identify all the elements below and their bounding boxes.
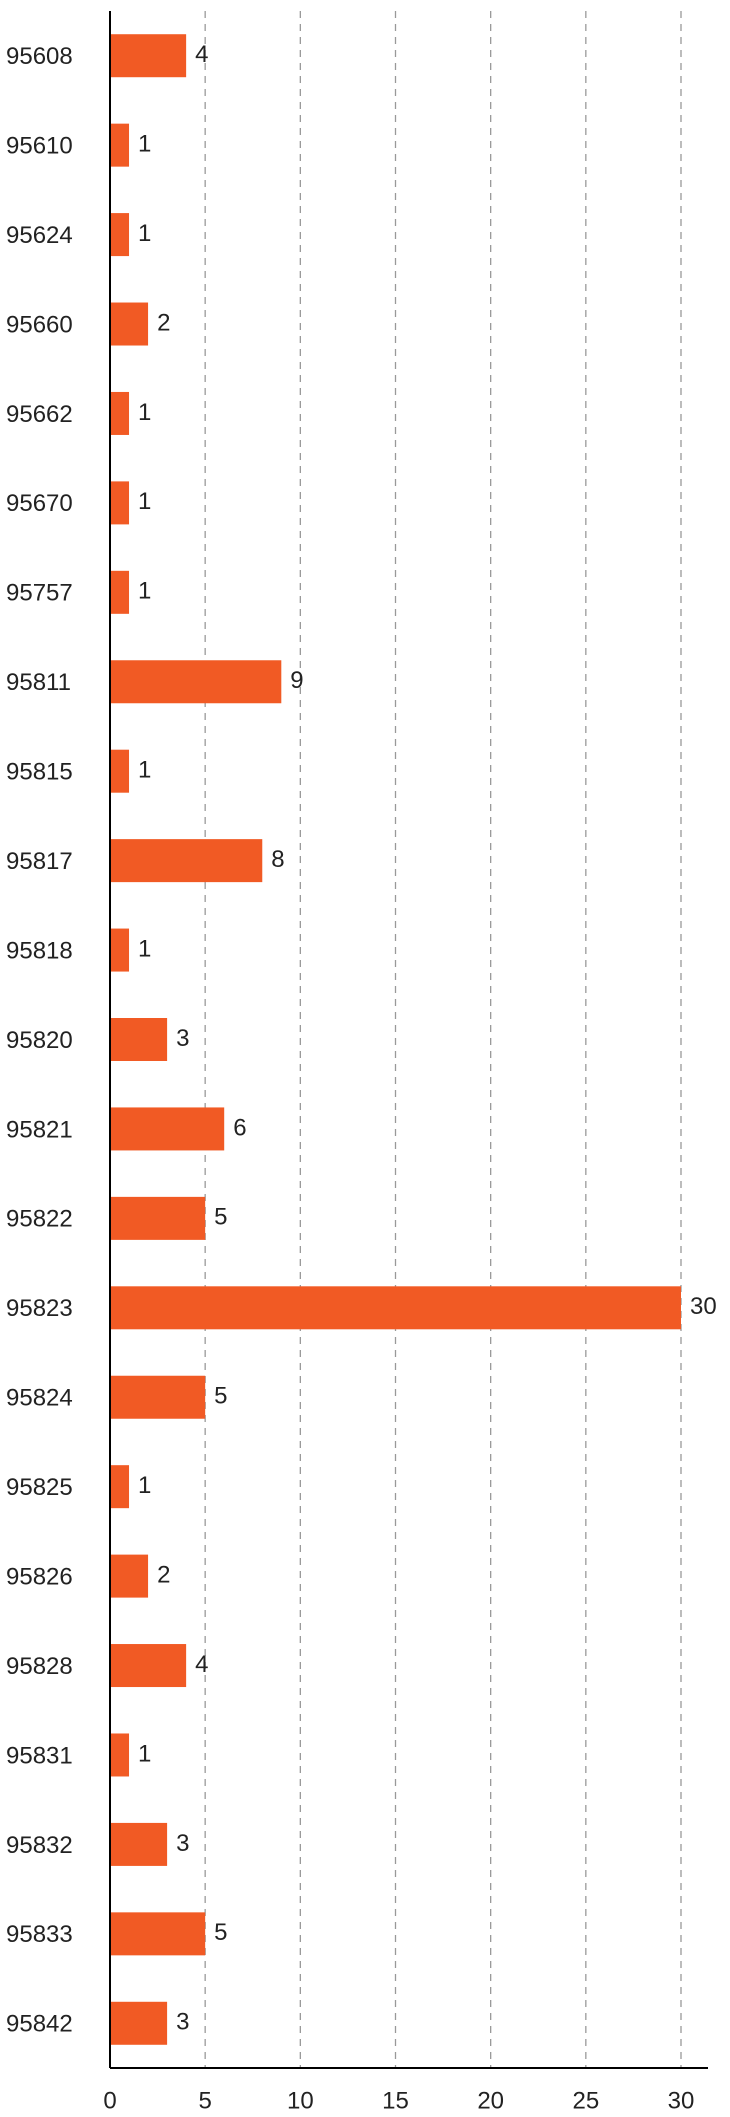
y-tick-label: 95811 [6, 669, 71, 696]
bar [110, 1912, 206, 1956]
y-tick-label: 95662 [6, 401, 73, 428]
bar [110, 1018, 168, 1061]
data-label: 1 [138, 130, 151, 157]
bar [110, 213, 130, 257]
y-tick-label: 95820 [6, 1027, 73, 1054]
data-label: 5 [214, 1204, 227, 1231]
bar [110, 1375, 206, 1419]
bar [110, 481, 130, 525]
x-tick-label: 15 [382, 2087, 409, 2114]
y-tick-label: 95624 [6, 222, 73, 249]
y-tick-label: 95821 [6, 1116, 73, 1143]
data-label: 6 [233, 1114, 246, 1141]
data-label: 1 [138, 578, 151, 605]
bar [110, 1822, 168, 1866]
data-label: 2 [157, 1561, 170, 1588]
bar [110, 660, 282, 704]
bar [110, 1286, 681, 1330]
bar [110, 302, 149, 346]
data-label: 3 [176, 1025, 189, 1052]
bar [110, 1554, 149, 1598]
y-tick-label: 95833 [6, 1921, 73, 1948]
bar [110, 391, 130, 435]
y-tick-label: 95822 [6, 1206, 73, 1233]
data-label: 1 [138, 1740, 151, 1767]
y-tick-label: 95824 [6, 1385, 73, 1412]
data-label: 5 [214, 1383, 227, 1410]
bar [110, 749, 130, 793]
y-tick-label: 95842 [6, 2011, 73, 2038]
x-tick-label: 30 [668, 2087, 695, 2114]
y-tick-label: 95823 [6, 1295, 73, 1322]
y-tick-label: 95660 [6, 311, 73, 338]
data-label: 3 [176, 2009, 189, 2036]
y-tick-label: 95757 [6, 580, 73, 607]
data-label: 1 [138, 220, 151, 247]
data-label: 4 [195, 1651, 208, 1678]
data-label: 1 [138, 1472, 151, 1499]
data-label: 9 [290, 667, 303, 694]
bar [110, 1644, 187, 1688]
data-label: 30 [690, 1293, 717, 1320]
bar [110, 928, 130, 972]
x-tick-label: 10 [287, 2087, 314, 2114]
data-label: 1 [138, 399, 151, 426]
y-tick-label: 95825 [6, 1474, 73, 1501]
y-tick-label: 95608 [6, 43, 73, 70]
x-tick-label: 25 [572, 2087, 599, 2114]
bar [110, 1465, 130, 1509]
data-label: 3 [176, 1830, 189, 1857]
bar [110, 1107, 225, 1151]
y-tick-label: 95826 [6, 1563, 73, 1590]
data-label: 1 [138, 935, 151, 962]
y-tick-label: 95815 [6, 759, 73, 786]
data-label: 5 [214, 1919, 227, 1946]
bar [110, 1196, 206, 1240]
bar [110, 1733, 130, 1777]
y-tick-label: 95610 [6, 132, 73, 159]
data-label: 1 [138, 757, 151, 784]
y-tick-label: 95817 [6, 848, 73, 875]
x-tick-label: 20 [477, 2087, 504, 2114]
x-tick-label: 5 [198, 2087, 211, 2114]
bar [110, 570, 130, 614]
bar [110, 123, 130, 167]
data-label: 4 [195, 41, 208, 68]
y-tick-label: 95832 [6, 1832, 73, 1859]
bar [110, 2001, 168, 2045]
x-tick-label: 0 [103, 2087, 116, 2114]
bar [110, 839, 263, 883]
y-tick-label: 95818 [6, 937, 73, 964]
data-label: 2 [157, 309, 170, 336]
y-tick-label: 95828 [6, 1653, 73, 1680]
y-tick-label: 95831 [6, 1742, 73, 1769]
data-label: 8 [271, 846, 284, 873]
data-label: 1 [138, 488, 151, 515]
y-tick-label: 95670 [6, 490, 73, 517]
bar [110, 34, 187, 78]
